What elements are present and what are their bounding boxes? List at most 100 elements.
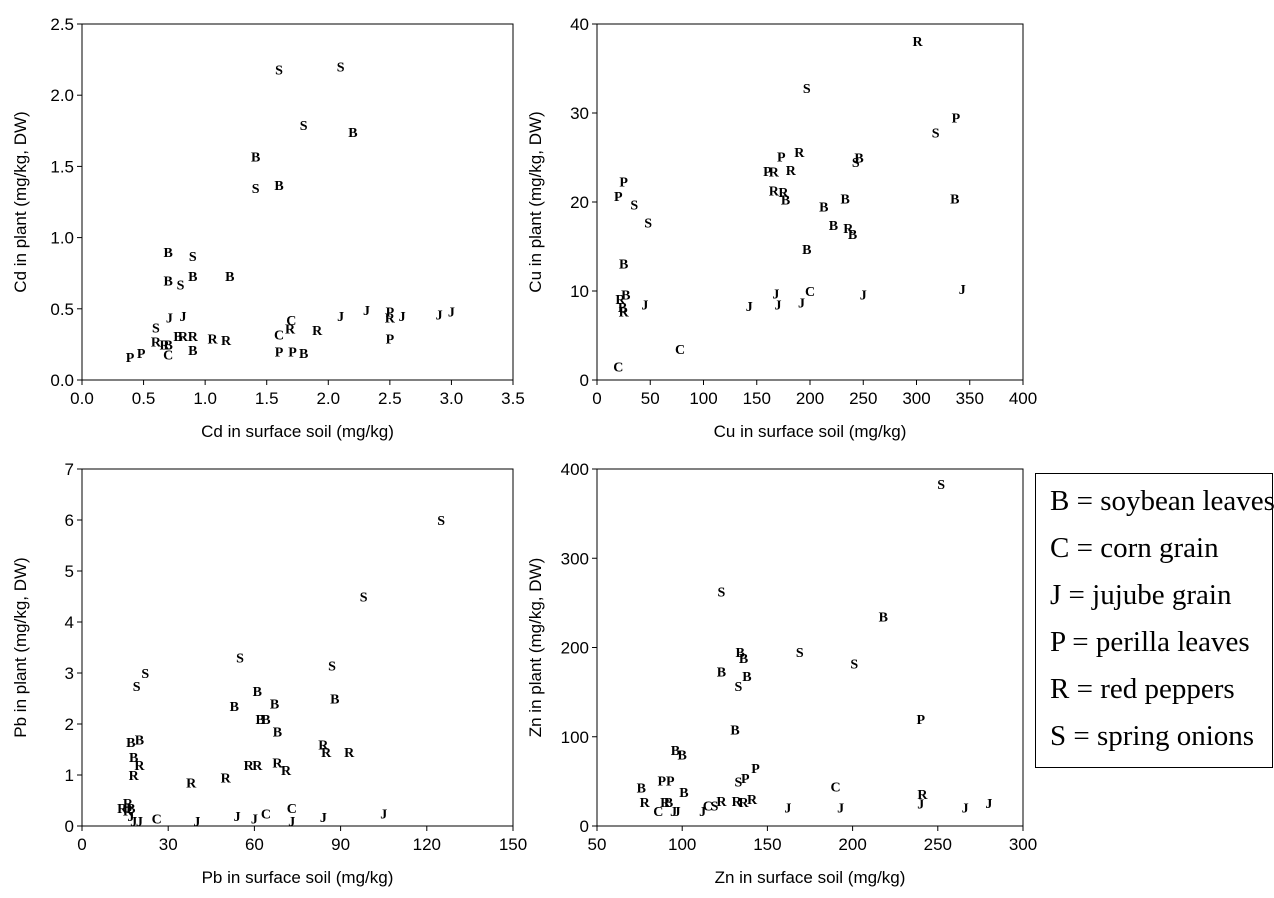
data-point: R xyxy=(312,324,323,339)
data-point: J xyxy=(746,300,753,315)
data-point: S xyxy=(850,658,858,673)
data-point: R xyxy=(747,793,758,808)
data-point: P xyxy=(916,713,925,728)
x-tick-label: 400 xyxy=(1009,389,1037,408)
y-tick-label: 5 xyxy=(65,562,74,581)
data-point: J xyxy=(837,801,844,816)
x-tick-label: 300 xyxy=(1009,835,1037,854)
data-point: B xyxy=(739,652,748,667)
data-point: C xyxy=(287,802,297,817)
x-axis-label: Cu in surface soil (mg/kg) xyxy=(714,422,907,441)
data-point: B xyxy=(819,200,828,215)
data-point: B xyxy=(781,193,790,208)
data-point: C xyxy=(286,314,296,329)
y-tick-label: 0.0 xyxy=(50,371,74,390)
data-point: P xyxy=(288,346,297,361)
y-tick-label: 0.5 xyxy=(50,300,74,319)
x-tick-label: 250 xyxy=(849,389,877,408)
data-point: B xyxy=(164,338,173,353)
data-point: B xyxy=(879,610,888,625)
data-point: R xyxy=(318,738,329,753)
data-point: R xyxy=(619,305,630,320)
y-tick-label: 30 xyxy=(570,104,589,123)
data-point: S xyxy=(437,514,445,529)
y-tick-label: 20 xyxy=(570,193,589,212)
data-point: P xyxy=(751,762,760,777)
y-tick-label: 0 xyxy=(580,817,589,836)
plot-4: 50 100 150 200 250 300 0 100 200 300 400 Zn in surf… xyxy=(526,460,1037,887)
y-tick-label: 400 xyxy=(561,460,589,479)
data-point: J xyxy=(193,815,200,830)
data-point: S xyxy=(236,652,244,667)
data-point: R xyxy=(913,35,924,50)
data-point: B xyxy=(671,744,680,759)
x-tick-label: 150 xyxy=(743,389,771,408)
data-point: S xyxy=(630,199,638,214)
data-point: J xyxy=(166,311,173,326)
data-point: P xyxy=(126,351,135,366)
x-tick-label: 30 xyxy=(159,835,178,854)
data-point: R xyxy=(615,293,626,308)
y-tick-label: 1.0 xyxy=(50,229,74,248)
data-point: P xyxy=(952,111,961,126)
legend-entry-red-peppers: R = red peppers xyxy=(1050,673,1235,705)
y-tick-label: 1.5 xyxy=(50,157,74,176)
data-point: B xyxy=(251,150,260,165)
y-tick-label: 2.0 xyxy=(50,86,74,105)
data-point: S xyxy=(796,646,804,661)
data-point: B xyxy=(274,179,283,194)
data-point: R xyxy=(344,746,355,761)
data-point: R xyxy=(917,788,928,803)
plot-frame xyxy=(596,468,1024,827)
x-tick-label: 0 xyxy=(592,389,601,408)
data-point: J xyxy=(798,297,805,312)
data-point: S xyxy=(644,216,652,231)
data-point: S xyxy=(252,182,260,197)
x-axis-label: Pb in surface soil (mg/kg) xyxy=(202,868,394,887)
data-point: J xyxy=(399,310,406,325)
data-point: J xyxy=(320,811,327,826)
x-tick-label: 200 xyxy=(838,835,866,854)
data-point: B xyxy=(188,344,197,359)
data-point: B xyxy=(730,724,739,739)
x-tick-label: 0.5 xyxy=(132,389,156,408)
data-point: R xyxy=(794,146,805,161)
data-point: J xyxy=(288,815,295,830)
x-tick-label: 60 xyxy=(245,835,264,854)
data-point: R xyxy=(129,769,140,784)
data-point: S xyxy=(932,127,940,142)
data-point: P xyxy=(741,772,750,787)
data-point: J xyxy=(917,798,924,813)
data-point: B xyxy=(173,330,182,345)
x-tick-label: 120 xyxy=(413,835,441,854)
data-point: R xyxy=(716,795,727,810)
data-point: C xyxy=(675,343,685,358)
legend-entry-spring-onions: S = spring onions xyxy=(1050,720,1255,752)
x-tick-label: 50 xyxy=(588,835,607,854)
x-tick-label: 250 xyxy=(924,835,952,854)
x-tick-label: 1.5 xyxy=(255,389,279,408)
data-point: C xyxy=(261,807,271,822)
data-point: B xyxy=(261,713,270,728)
data-point: J xyxy=(784,801,791,816)
data-point: B xyxy=(829,219,838,234)
data-point: J xyxy=(337,310,344,325)
data-point: C xyxy=(152,812,162,827)
data-point: S xyxy=(735,680,743,695)
x-tick-label: 0 xyxy=(77,835,86,854)
y-tick-label: 3 xyxy=(65,664,74,683)
data-point: P xyxy=(386,306,395,321)
data-point: J xyxy=(136,815,143,830)
x-tick-label: 3.0 xyxy=(440,389,464,408)
data-point: R xyxy=(186,777,197,792)
plot-frame xyxy=(81,23,514,381)
data-point: B xyxy=(273,726,282,741)
data-point: J xyxy=(436,308,443,323)
data-point: B xyxy=(129,751,138,766)
data-point: C xyxy=(830,781,840,796)
x-tick-label: 0.0 xyxy=(70,389,94,408)
data-point: B xyxy=(253,685,262,700)
data-point: R xyxy=(221,334,232,349)
y-axis-label: Cu in plant (mg/kg, DW) xyxy=(526,111,545,292)
data-point: R xyxy=(159,338,170,353)
